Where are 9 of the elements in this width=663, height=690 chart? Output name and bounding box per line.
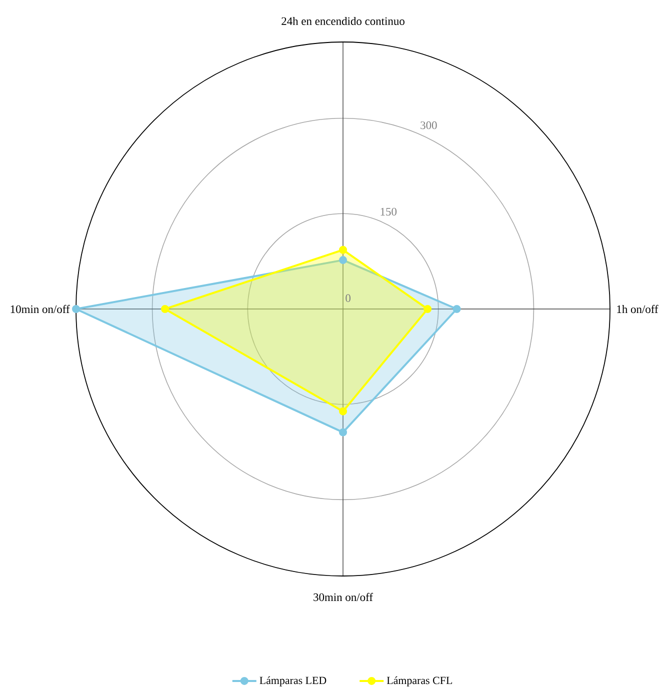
spoke-label: 24h en encendido continuo <box>282 16 404 26</box>
legend-label: Lámparas LED <box>260 676 326 686</box>
spoke-label: 10min on/off <box>10 304 70 314</box>
spoke-label: 30min on/off <box>314 592 373 602</box>
spoke-label: 1h on/off <box>617 304 658 314</box>
legend-label: Lámparas CFL <box>386 676 452 686</box>
y-tick-label: 150 <box>380 208 397 216</box>
y-tick-label: 300 <box>420 121 437 130</box>
y-tick-label: 0 <box>346 294 351 302</box>
